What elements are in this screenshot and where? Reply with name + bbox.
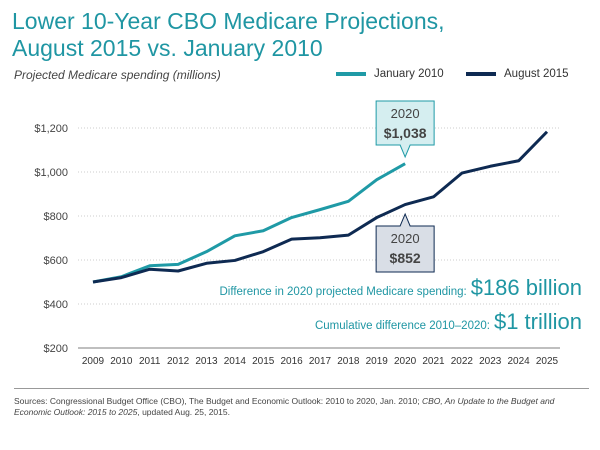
x-tick-label: 2009 xyxy=(82,356,105,367)
x-tick-label: 2025 xyxy=(536,356,559,367)
annotation-cumulative-difference: Cumulative difference 2010–2020: $1 trill… xyxy=(315,309,582,335)
annotation-value: $186 billion xyxy=(470,275,582,300)
callout-year: 2020 xyxy=(391,106,420,121)
y-tick-label: $600 xyxy=(44,255,68,267)
chart-subtitle: Projected Medicare spending (millions) xyxy=(14,68,221,82)
y-tick-label: $800 xyxy=(44,211,68,223)
x-tick-label: 2015 xyxy=(252,356,275,367)
plot-area: $200 $400 $600 $800 $1,000 $1,200 2009 2010 2011… xyxy=(34,100,560,367)
chart-title: Lower 10-Year CBO Medicare Projections, … xyxy=(12,8,445,62)
legend-item-august-2015: August 2015 xyxy=(466,68,569,80)
y-tick-label: $1,000 xyxy=(34,167,68,179)
y-tick-label: $200 xyxy=(44,343,68,355)
x-tick-label: 2010 xyxy=(110,356,133,367)
legend-label: January 2010 xyxy=(374,68,444,80)
annotation-label: Difference in 2020 projected Medicare sp… xyxy=(219,286,467,298)
x-tick-label: 2021 xyxy=(422,356,445,367)
x-tick-label: 2022 xyxy=(451,356,474,367)
callout-value: $852 xyxy=(390,250,421,266)
x-tick-label: 2012 xyxy=(167,356,190,367)
source-tail: , updated Aug. 25, 2015. xyxy=(137,407,230,417)
legend-swatch xyxy=(466,72,496,76)
y-tick-label: $400 xyxy=(44,299,68,311)
legend-item-january-2010: January 2010 xyxy=(336,68,444,80)
series-line-august-2015 xyxy=(92,130,549,284)
annotation-2020-difference: Difference in 2020 projected Medicare sp… xyxy=(219,275,582,301)
x-tick-label: 2011 xyxy=(139,356,161,367)
source-note: Sources: Congressional Budget Office (CB… xyxy=(14,396,589,418)
x-tick-label: 2013 xyxy=(195,356,218,367)
x-tick-label: 2023 xyxy=(479,356,502,367)
x-tick-label: 2024 xyxy=(508,356,531,367)
x-tick-label: 2017 xyxy=(309,356,332,367)
x-tick-label: 2016 xyxy=(281,356,304,367)
series-line-january-2010 xyxy=(92,162,406,284)
title-line-1: Lower 10-Year CBO Medicare Projections, xyxy=(12,8,445,34)
callout-january-2010 xyxy=(375,100,435,159)
legend-label: August 2015 xyxy=(504,68,569,80)
callout-year: 2020 xyxy=(391,231,420,246)
annotation-label: Cumulative difference 2010–2020: xyxy=(314,320,490,332)
source-italic: CBO, An Update to the Budget and Economi… xyxy=(14,396,555,417)
y-tick-label: $1,200 xyxy=(34,123,68,135)
source-text: Sources: Congressional Budget Office (CB… xyxy=(14,396,422,406)
x-tick-label: 2018 xyxy=(337,356,360,367)
callout-august-2015 xyxy=(375,212,435,273)
source-divider xyxy=(14,388,589,389)
title-line-2: August 2015 vs. January 2010 xyxy=(12,35,323,61)
x-tick-label: 2019 xyxy=(366,356,389,367)
x-tick-label: 2020 xyxy=(394,356,417,367)
annotation-value: $1 trillion xyxy=(493,309,582,334)
legend-swatch xyxy=(336,72,366,76)
x-tick-label: 2014 xyxy=(224,356,247,367)
callout-value: $1,038 xyxy=(384,125,427,141)
